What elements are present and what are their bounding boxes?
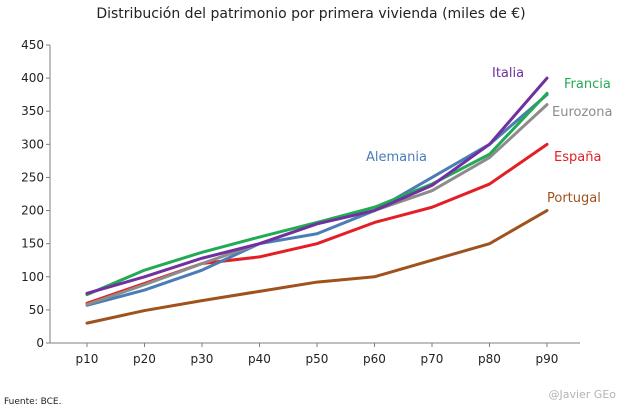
series-line-italia (85, 76, 549, 295)
series-labels: Portugal España Alemania Eurozona Francia Ita… (366, 66, 612, 206)
chart-title: Distribución del patrimonio por primera … (96, 6, 525, 22)
y-tick-label: 300 (21, 137, 44, 151)
series-label-italia: Italia (492, 66, 524, 81)
y-axis: 0 50 100 150 200 250 300 350 400 450 (21, 38, 51, 350)
series-label-eurozona: Eurozona (552, 105, 612, 120)
y-tick-label: 150 (21, 237, 44, 251)
series-line-alemania (85, 93, 549, 307)
x-tick-label: p70 (421, 352, 444, 366)
x-tick-label: p40 (248, 352, 271, 366)
x-tick-label: p80 (478, 352, 501, 366)
x-tick-label: p20 (133, 352, 156, 366)
x-axis: p10 p20 p30 p40 p50 p60 p70 p80 p90 (50, 342, 580, 366)
series-label-francia: Francia (564, 77, 611, 92)
y-tick-label: 50 (29, 303, 44, 317)
series-label-alemania: Alemania (366, 150, 427, 165)
series-label-espana: España (554, 150, 601, 165)
y-tick-label: 0 (36, 336, 44, 350)
y-tick-label: 100 (21, 270, 44, 284)
y-tick-label: 350 (21, 104, 44, 118)
x-tick-label: p60 (363, 352, 386, 366)
series-lines (85, 76, 549, 325)
x-tick-label: p10 (76, 352, 99, 366)
source-note: Fuente: BCE. (4, 397, 61, 407)
y-tick-label: 400 (21, 71, 44, 85)
x-tick-label: p50 (306, 352, 329, 366)
y-tick-label: 250 (21, 170, 44, 184)
y-tick-label: 200 (21, 204, 44, 218)
series-line-francia (85, 91, 549, 297)
y-tick-label: 450 (21, 38, 44, 52)
x-tick-label: p90 (536, 352, 559, 366)
series-label-portugal: Portugal (547, 191, 601, 206)
x-tick-label: p30 (191, 352, 214, 366)
series-line-portugal (85, 209, 549, 325)
author-credit: @Javier GEo (548, 388, 616, 401)
